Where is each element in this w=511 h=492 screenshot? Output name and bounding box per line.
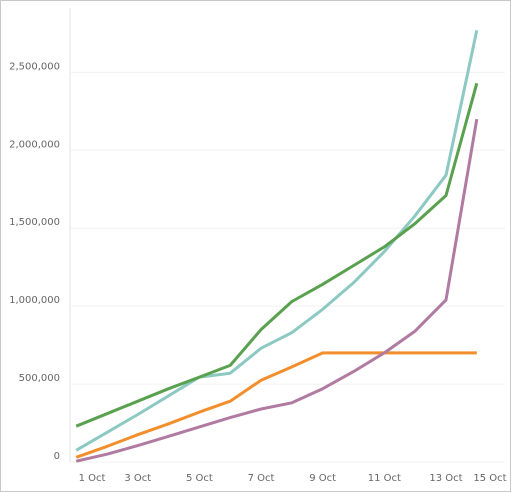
series-line — [75, 82, 479, 428]
y-tick-label: 0 — [54, 451, 60, 462]
x-tick-label: 13 Oct — [429, 473, 462, 484]
x-tick-label: 7 Oct — [248, 473, 275, 484]
y-tick-label: 1,500,000 — [9, 217, 60, 228]
y-tick-label: 2,500,000 — [9, 61, 60, 72]
x-tick-label: 11 Oct — [368, 473, 401, 484]
x-tick-label: 1 Oct — [79, 473, 106, 484]
series-line — [75, 351, 477, 459]
x-tick-label: 5 Oct — [186, 473, 213, 484]
y-tick-label: 500,000 — [19, 373, 60, 384]
x-tick-label: 15 Oct — [473, 473, 506, 484]
x-tick-label: 9 Oct — [309, 473, 336, 484]
y-tick-label: 1,000,000 — [9, 295, 60, 306]
series-line — [75, 29, 479, 452]
x-tick-label: 3 Oct — [124, 473, 151, 484]
y-tick-label: 2,000,000 — [9, 139, 60, 150]
series-line — [75, 118, 479, 463]
